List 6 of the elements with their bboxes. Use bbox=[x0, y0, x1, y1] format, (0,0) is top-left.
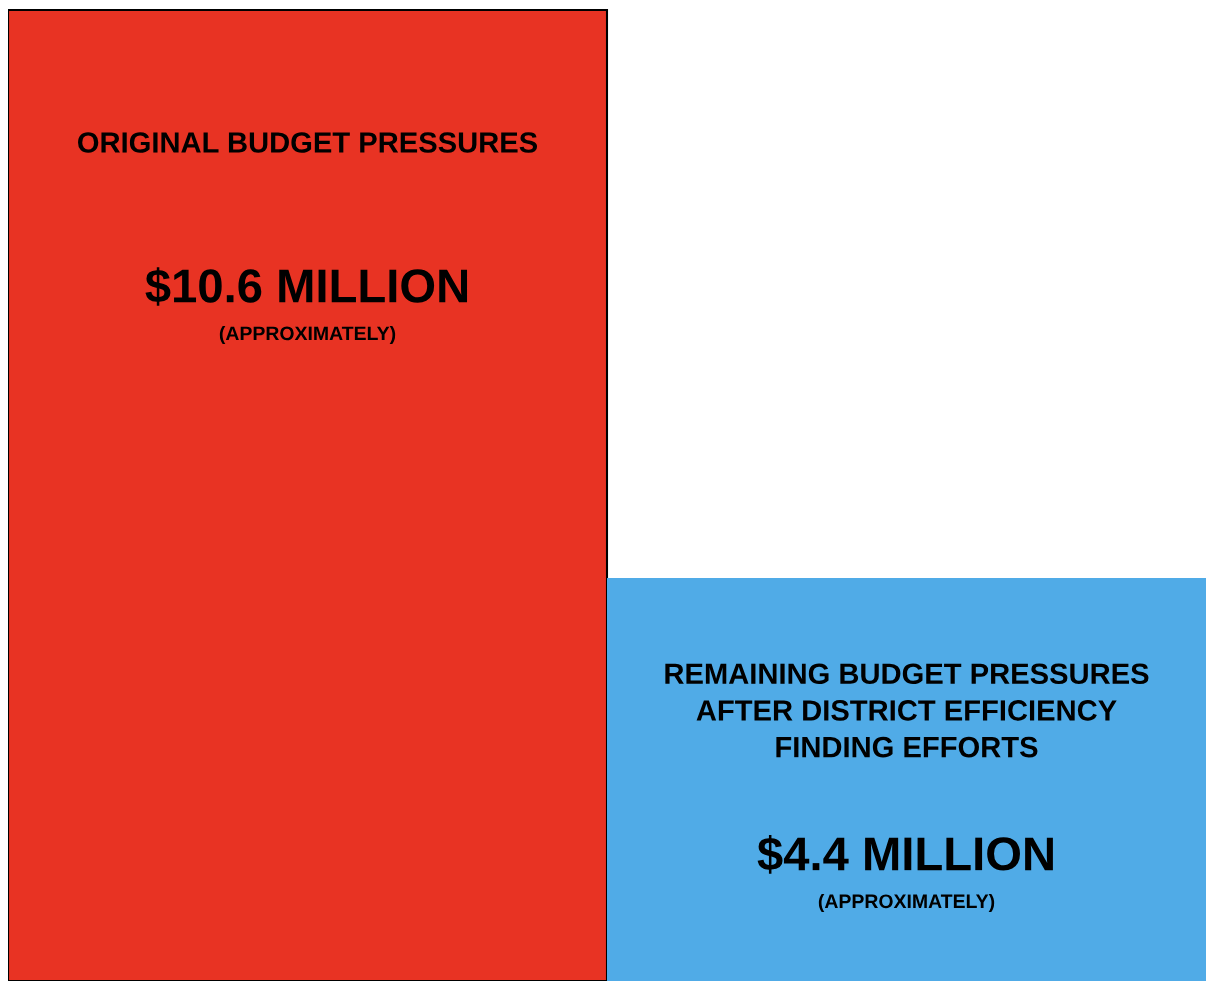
x-tick-label: REMAINING BUDGET PRESSURES AFTER DISTRICT EFFICIENCY FINDING EFFORTS bbox=[665, 663, 1149, 758]
data-label: $4.4 MILLION bbox=[757, 835, 1053, 874]
data-label: $10.6 MILLION bbox=[145, 267, 468, 306]
annotation: (APPROXIMATELY) bbox=[818, 893, 995, 913]
annotation: (APPROXIMATELY) bbox=[219, 325, 396, 345]
x-tick-label: ORIGINAL BUDGET PRESSURES bbox=[78, 132, 538, 153]
